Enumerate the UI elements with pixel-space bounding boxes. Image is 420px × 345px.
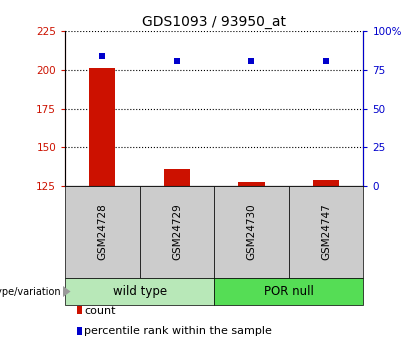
Title: GDS1093 / 93950_at: GDS1093 / 93950_at [142, 14, 286, 29]
Bar [313, 180, 339, 186]
Text: GSM24728: GSM24728 [97, 204, 108, 260]
Text: wild type: wild type [113, 285, 167, 298]
Text: count: count [84, 306, 116, 315]
Text: POR null: POR null [264, 285, 314, 298]
Text: genotype/variation: genotype/variation [0, 287, 61, 296]
Text: GSM24729: GSM24729 [172, 204, 182, 260]
Bar [239, 181, 265, 186]
Text: percentile rank within the sample: percentile rank within the sample [84, 326, 272, 336]
Bar [164, 169, 190, 186]
Text: GSM24747: GSM24747 [321, 204, 331, 260]
Text: GSM24730: GSM24730 [247, 204, 257, 260]
Bar [89, 68, 116, 186]
